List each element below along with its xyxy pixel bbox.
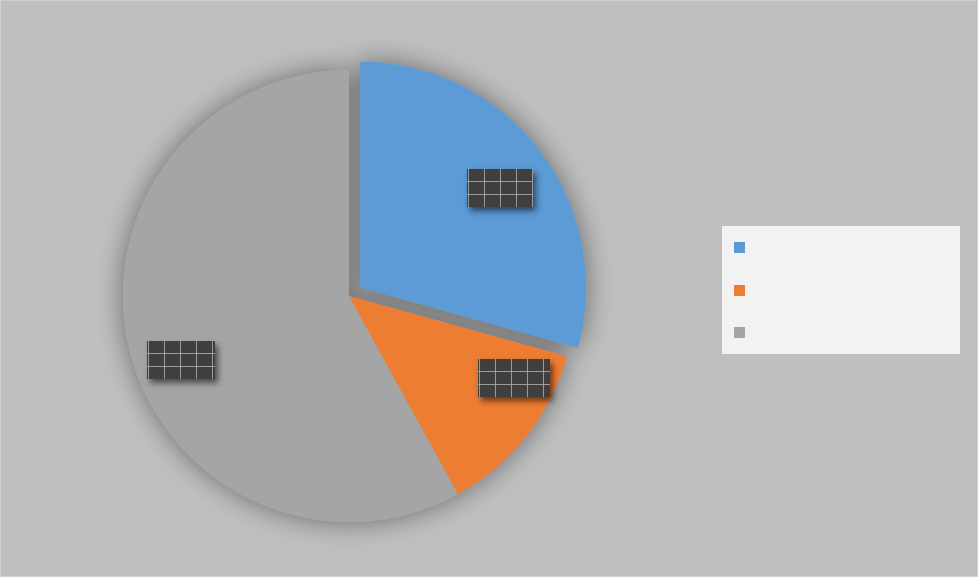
legend-swatch-2 <box>734 284 745 296</box>
legend-swatch-3 <box>734 326 745 338</box>
slice-3-data-label <box>147 341 215 379</box>
slice-1-data-label <box>467 169 533 207</box>
pie-slice-3 <box>122 70 458 522</box>
legend-swatch-1 <box>734 241 745 253</box>
slice-2-data-label <box>478 359 550 397</box>
legend-item-3 <box>734 325 759 339</box>
legend-item-2 <box>734 283 759 297</box>
legend-item-1 <box>734 240 759 254</box>
pie-slice-2 <box>349 296 567 495</box>
legend <box>722 226 960 354</box>
